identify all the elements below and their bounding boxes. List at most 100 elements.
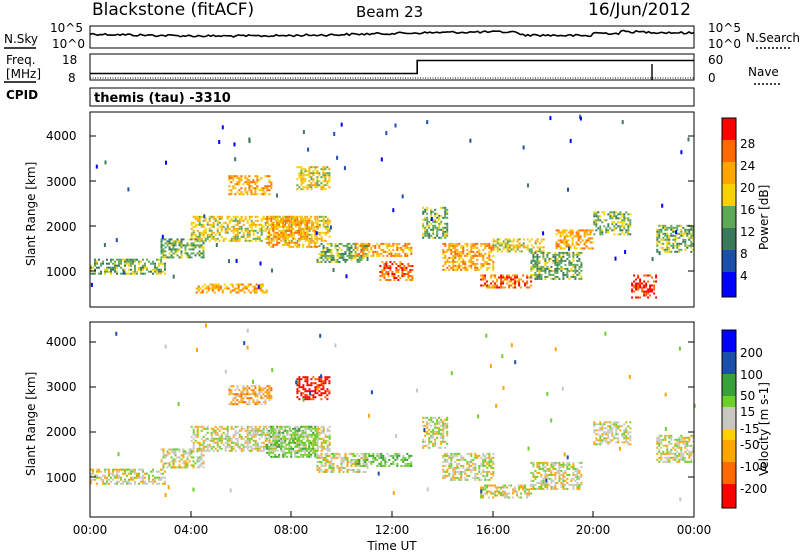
velocity-cells-cell-1081: [278, 439, 281, 442]
power-cells-speck-46: [218, 140, 221, 144]
power-cells-cell-2074: [506, 278, 509, 281]
velocity-cells-cell-604: [278, 427, 281, 430]
power-cells-cell-2436: [555, 247, 558, 250]
power-cells-cell-2884: [692, 248, 695, 251]
power-cells-cell-2103: [520, 278, 523, 281]
velocity-cells-cell-1464: [384, 458, 387, 461]
velocity-cells-cell-411: [228, 437, 231, 440]
power-cells-cell-480: [242, 219, 245, 222]
power-cells-cell-1114: [265, 289, 268, 292]
power-cells-cell-2449: [561, 229, 564, 232]
velocity-cells-cell-1574: [436, 430, 439, 433]
power-cells-cell-1649: [393, 275, 396, 277]
power-cells-cell-830: [244, 181, 247, 184]
power-cells-cell-2330: [556, 257, 559, 260]
power-cells-cell-1227: [290, 215, 293, 218]
velocity-cells-cell-1163: [296, 451, 299, 454]
power-cells-cell-918: [300, 188, 303, 191]
power-cells-cell-1066: [231, 283, 234, 286]
power-cells-cell-463: [236, 237, 239, 240]
velocity-cells-cell-1493: [402, 456, 405, 459]
power-cells-cell-2313: [552, 261, 555, 264]
velocity-cells-cell-342: [210, 433, 213, 436]
velocity-cells-cell-1643: [446, 474, 449, 477]
power-cells-cell-1486: [362, 256, 365, 259]
power-cells-cell-1835: [448, 248, 451, 251]
velocity-cells-cell-93: [130, 478, 132, 481]
velocity-cells-cell-1090: [280, 447, 283, 450]
velocity-cells-cell-1665: [452, 468, 455, 471]
velocity-cells-cell-1360: [350, 460, 353, 463]
power-cells-cell-2565: [599, 231, 602, 234]
velocity-cells-cell-818: [240, 393, 243, 396]
velocity-cells-cell-1034: [268, 435, 271, 438]
velocity-cells-cell-1261: [316, 460, 319, 463]
power-cells-cell-1427: [342, 256, 345, 259]
power-cells-cell-1164: [276, 231, 279, 234]
power-cells-cell-1880: [456, 268, 459, 271]
power-cells-cell-2201: [534, 240, 537, 243]
velocity-cells-cell-1025: [266, 437, 269, 440]
power-cells-cell-517: [252, 223, 255, 226]
power-cells-cell-1958: [476, 250, 479, 253]
power-cells-cell-1304: [306, 223, 309, 226]
power-cells-cell-1405: [334, 260, 337, 263]
power-cells-cell-2877: [692, 230, 695, 233]
velocity-cells-cell-717: [312, 441, 315, 444]
power-cells-cell-2753: [660, 246, 663, 249]
velocity-cells-cell-1285: [324, 458, 327, 461]
power-cells-cell-440: [232, 231, 235, 234]
velocity-cells-cell-69: [120, 478, 122, 481]
power-cells-cell-501: [248, 223, 251, 226]
power-cells-cell-2159: [508, 248, 511, 251]
power-cells-cell-2574: [603, 219, 606, 222]
power-cells-cell-956: [312, 166, 315, 169]
velocity-cells-cell-874: [258, 391, 261, 394]
power-cells-cell-1240: [292, 233, 295, 236]
power-cells-cell-1686: [407, 275, 410, 277]
power-cells-cell-2482: [571, 231, 574, 234]
velocity-cells-cell-925: [298, 398, 301, 401]
velocity-cells-cell-790: [230, 385, 233, 388]
velocity-cells-cell-439: [236, 431, 239, 434]
power-cells-cell-1943: [472, 254, 475, 257]
power-cells-cell-1680: [405, 273, 408, 275]
velocity-cells-cell-1032: [268, 431, 271, 434]
velocity-cells-cell-1875: [506, 494, 509, 497]
power-cells-cell-951: [310, 178, 313, 181]
velocity-cells-cell-1951: [538, 487, 541, 490]
power-cells-cell-1262: [298, 221, 301, 224]
power-cells-cell-1704: [422, 226, 425, 229]
power-cells-cell-2779: [666, 246, 669, 249]
power-cells-cell-418: [226, 217, 229, 220]
power-cells-cell-2520: [585, 231, 588, 234]
power-cells-cell-1689: [409, 269, 412, 271]
power-cells-cell-2437: [557, 229, 560, 232]
power-cells-cell-1192: [282, 231, 285, 234]
power-cells-cell-2302: [548, 269, 551, 272]
power-cells-cell-2022: [480, 278, 483, 281]
power-cells-cell-1288: [302, 233, 305, 236]
power-cells-cell-2108: [524, 284, 527, 287]
power-cells-cell-468: [238, 225, 241, 228]
power-cells-cell-1573: [394, 242, 397, 245]
power-cells-cell-2220: [530, 259, 533, 262]
power-cells-cell-794: [230, 175, 233, 178]
velocity-cells-cell-1648: [448, 466, 451, 469]
power-cells-cell-2663: [633, 274, 636, 277]
power-cells-cell-272: [196, 252, 199, 255]
velocity-cells-cell-1820: [480, 486, 483, 489]
velocity-cells-cell-1106: [284, 447, 287, 450]
velocity-cells-cell-1737: [472, 458, 475, 461]
velocity-cells-cell-927: [300, 386, 303, 389]
power-cells-cell-1599: [406, 246, 409, 249]
power-cells-cell-2440: [557, 243, 560, 246]
power-cells-cell-2560: [599, 215, 602, 218]
power-cells-cell-483: [242, 233, 245, 236]
velocity-cells-cell-865: [254, 403, 257, 406]
power-cells-cell-230: [180, 242, 183, 245]
velocity-cells-cell-939: [304, 380, 307, 383]
velocity-cells-cell-1161: [296, 443, 299, 446]
velocity-cells-cell-316: [202, 439, 205, 442]
velocity-cells-cell-30: [104, 476, 106, 479]
